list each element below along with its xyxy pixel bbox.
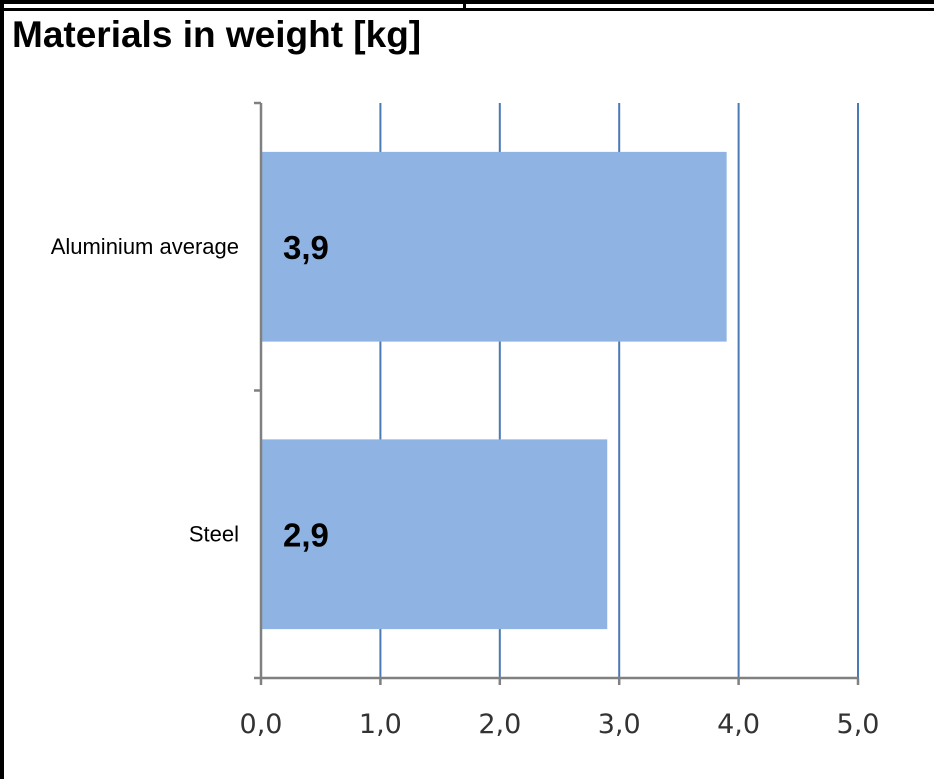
chart-title: Materials in weight [kg]: [12, 14, 422, 55]
x-tick-label: 3,0: [598, 709, 641, 740]
frame-top-border: [0, 0, 934, 4]
data-label: 3,9: [283, 229, 329, 266]
frame-left-border: [0, 0, 4, 779]
frame-top-inner-border: [0, 8, 934, 11]
bar: [261, 439, 608, 630]
x-tick-label: 2,0: [478, 709, 521, 740]
category-label: Aluminium average: [51, 234, 239, 259]
category-label: Steel: [189, 521, 239, 546]
x-tick-label: 1,0: [359, 709, 402, 740]
x-tick-label: 0,0: [240, 709, 283, 740]
frame-top-divider: [463, 0, 466, 10]
data-label: 2,9: [283, 516, 329, 553]
bar: [261, 151, 727, 342]
x-tick-label: 4,0: [717, 709, 760, 740]
x-tick-label: 5,0: [837, 709, 880, 740]
